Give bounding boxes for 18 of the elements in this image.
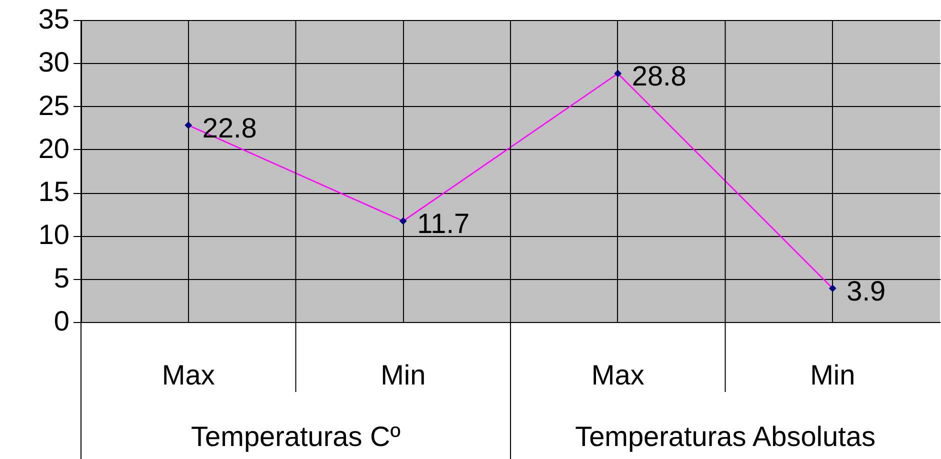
x-tick-label: Max [162,360,215,390]
x-tick-label: Min [810,360,856,390]
y-tick-label: 5 [54,262,70,294]
text: Temperaturas Absolutas [575,421,876,452]
y-tick-label: 15 [38,176,70,208]
data-label: 3.9 [846,275,886,306]
text: Temperaturas Cº [191,421,400,452]
data-label: 28.8 [632,60,686,92]
data-label: 11.7 [417,208,470,240]
y-tick-label: 0 [54,306,70,336]
x-tick-label: Min [380,360,426,390]
x-tick-label: Max [591,360,644,390]
y-tick-label: 30 [38,46,70,78]
y-tick-label: 20 [38,132,70,164]
y-tick-label: 10 [38,219,70,250]
data-label: 22.8 [202,112,257,144]
y-tick-label: 35 [38,4,70,34]
y-tick-label: 25 [38,90,70,121]
